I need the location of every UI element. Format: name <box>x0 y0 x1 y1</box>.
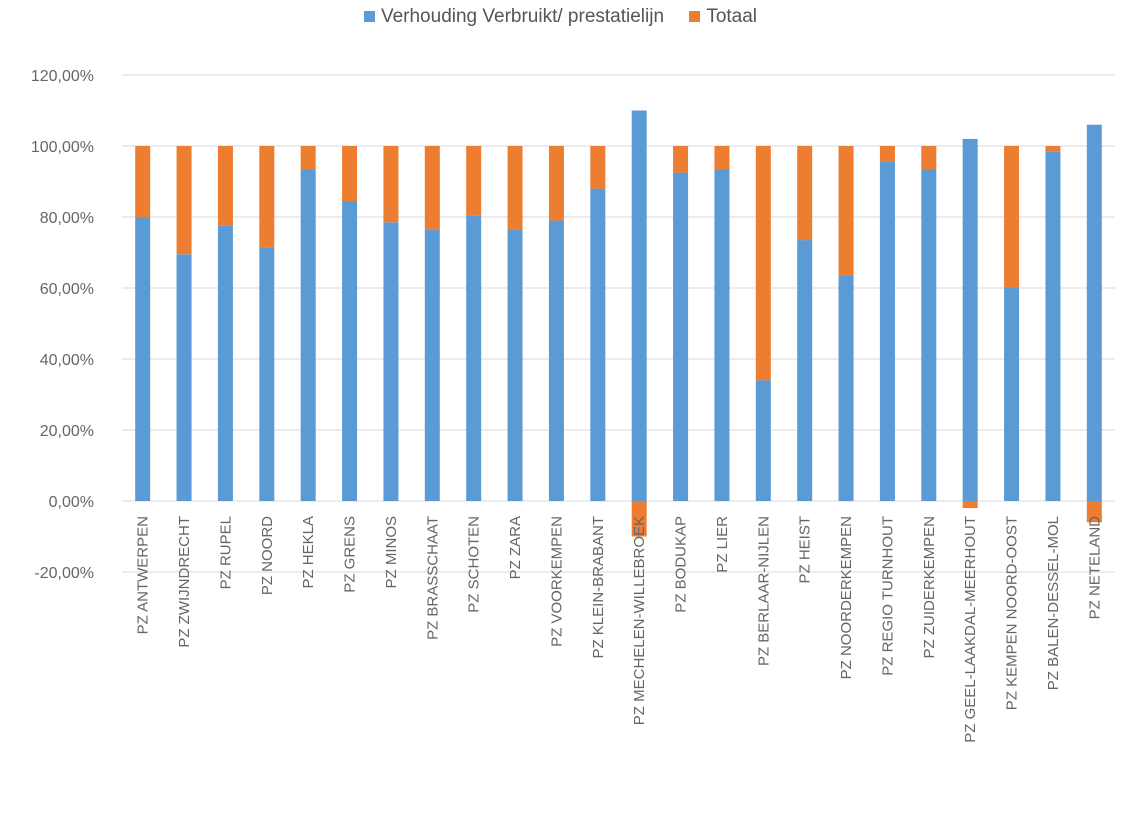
legend-swatch-totaal <box>689 11 701 22</box>
bar-totaal <box>714 146 730 170</box>
legend-swatch-verhouding <box>363 11 375 22</box>
bar-verhouding <box>466 215 482 501</box>
bar-verhouding <box>507 229 523 502</box>
bar-verhouding <box>838 275 854 501</box>
x-tick-label: PZ BRASSCHAAT <box>424 516 441 640</box>
legend: Verhouding Verbruikt/ prestatielijn Tota… <box>0 6 1121 28</box>
y-tick-label: 0,00% <box>49 494 94 511</box>
x-tick-label: PZ VOORKEMPEN <box>548 516 565 647</box>
bar-verhouding <box>135 217 151 501</box>
bar-verhouding <box>714 169 730 501</box>
bar-verhouding <box>962 138 978 501</box>
y-tick-label: 60,00% <box>40 281 94 298</box>
y-tick-label: 80,00% <box>40 210 94 227</box>
bar-verhouding <box>879 161 895 501</box>
bar-totaal <box>1004 146 1020 288</box>
bar-verhouding <box>259 247 275 501</box>
bar-totaal <box>797 146 813 241</box>
x-tick-label: PZ KEMPEN NOORD-OOST <box>1004 516 1021 710</box>
legend-label-verhouding: Verhouding Verbruikt/ prestatielijn <box>380 6 665 27</box>
bar-verhouding <box>1045 151 1061 501</box>
x-tick-label: PZ GEEL-LAAKDAL-MEERHOUT <box>962 516 979 743</box>
x-tick-label: PZ ANTWERPEN <box>135 516 152 634</box>
x-tick-label: PZ KLEIN-BRABANT <box>590 516 607 659</box>
bar-verhouding <box>424 229 440 502</box>
bar-verhouding <box>383 222 399 501</box>
bar-totaal <box>135 146 151 217</box>
x-tick-label: PZ ZUIDERKEMPEN <box>921 516 938 659</box>
bar-totaal <box>383 146 399 223</box>
bar-totaal <box>342 146 358 202</box>
x-tick-label: PZ REGIO TURNHOUT <box>879 516 896 676</box>
x-tick-label: PZ GRENS <box>342 516 359 593</box>
legend-label-totaal: Totaal <box>706 6 758 27</box>
y-tick-label: 20,00% <box>40 423 94 440</box>
bar-verhouding <box>300 169 316 501</box>
bar-verhouding <box>342 201 358 501</box>
bar-totaal <box>962 501 978 509</box>
x-tick-label: PZ BERLAAR-NIJLEN <box>755 516 772 666</box>
bar-totaal <box>259 146 275 248</box>
bar-totaal <box>838 146 854 276</box>
bar-totaal <box>466 146 482 216</box>
bar-verhouding <box>673 172 689 501</box>
y-tick-label: 40,00% <box>40 352 94 369</box>
bar-verhouding <box>217 225 233 501</box>
bar-totaal <box>1045 146 1061 152</box>
y-tick-label: 120,00% <box>31 68 94 85</box>
bar-verhouding <box>921 169 937 501</box>
x-tick-label: PZ NETELAND <box>1086 516 1103 620</box>
bar-verhouding <box>590 188 606 501</box>
bar-verhouding <box>548 220 564 502</box>
bar-totaal <box>590 146 606 189</box>
bar-totaal <box>1086 501 1102 523</box>
bar-totaal <box>879 146 895 162</box>
y-tick-label: -20,00% <box>34 565 94 582</box>
bar-verhouding <box>797 240 813 501</box>
bar-totaal <box>921 146 937 170</box>
x-tick-label: PZ MINOS <box>383 516 400 589</box>
y-tick-label: 100,00% <box>31 139 94 156</box>
x-tick-label: PZ BALEN-DESSEL-MOL <box>1045 516 1062 690</box>
x-tick-label: PZ LIER <box>714 516 731 573</box>
x-tick-label: PZ HEIST <box>797 516 814 584</box>
bar-totaal <box>507 146 523 230</box>
bar-verhouding <box>1086 124 1102 501</box>
bar-verhouding <box>631 110 647 501</box>
legend-item-verhouding: Verhouding Verbruikt/ prestatielijn <box>363 6 665 28</box>
x-tick-label: PZ ZARA <box>507 516 524 579</box>
x-tick-label: PZ NOORDERKEMPEN <box>838 516 855 679</box>
bar-totaal <box>424 146 440 230</box>
bar-verhouding <box>176 254 192 501</box>
bar-totaal <box>300 146 316 170</box>
bar-verhouding <box>755 380 771 501</box>
x-tick-label: PZ BODUKAP <box>673 516 690 613</box>
bar-totaal <box>631 501 647 537</box>
bar-totaal <box>217 146 233 226</box>
x-tick-label: PZ ZWIJNDRECHT <box>176 516 193 648</box>
bar-totaal <box>755 146 771 381</box>
bar-totaal <box>548 146 564 221</box>
x-tick-label: PZ RUPEL <box>217 516 234 589</box>
legend-item-totaal: Totaal <box>689 6 757 28</box>
bar-verhouding <box>1004 288 1020 501</box>
x-tick-label: PZ HEKLA <box>300 516 317 589</box>
x-tick-label: PZ NOORD <box>259 516 276 595</box>
x-tick-label: PZ SCHOTEN <box>466 516 483 613</box>
bar-totaal <box>176 146 192 255</box>
x-tick-label: PZ MECHELEN-WILLEBROEK <box>631 516 648 725</box>
bar-totaal <box>673 146 689 173</box>
